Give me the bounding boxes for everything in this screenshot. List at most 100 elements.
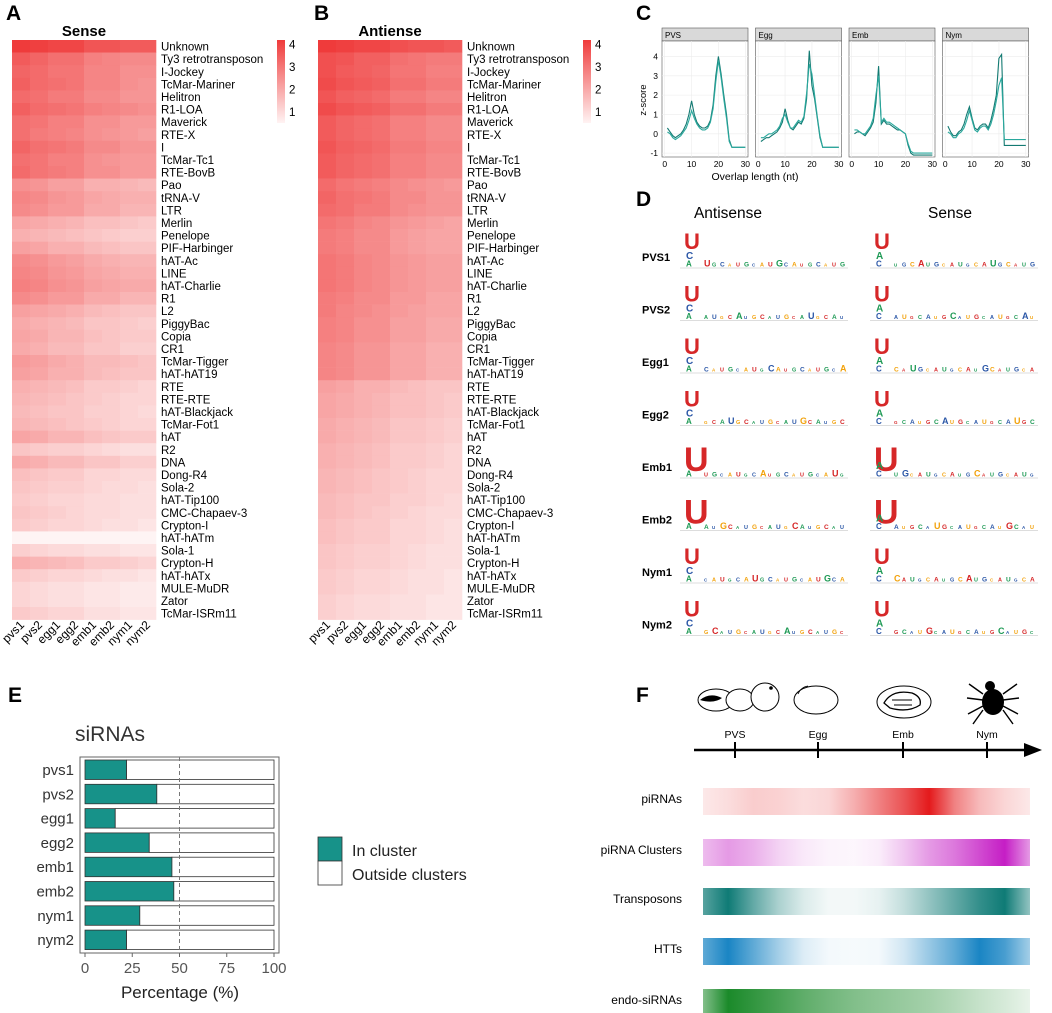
logo-letter: C [958, 368, 962, 374]
egg-icon [793, 685, 839, 715]
logo-letter: G [768, 419, 773, 426]
logo-letter: G [1022, 420, 1026, 426]
logo-letter: G [808, 263, 812, 269]
logo-column-header: Sense [928, 205, 972, 222]
heat-cell [12, 355, 31, 368]
te-label: RTE-RTE [161, 394, 211, 406]
logo-letter: U [926, 263, 930, 269]
heat-cell [426, 317, 445, 331]
heat-cell [444, 329, 463, 343]
logo-letter: A [934, 577, 939, 584]
heat-cell [84, 103, 103, 116]
stage-label: Emb [892, 729, 914, 741]
logo-letter: C [736, 578, 740, 584]
heat-cell [444, 103, 463, 116]
heat-cell [12, 40, 31, 53]
bar-outside-clusters [126, 929, 275, 950]
heat-cell [138, 405, 157, 419]
heat-cell [318, 556, 337, 570]
heat-cell [66, 153, 85, 167]
heat-cell [120, 518, 139, 532]
logo-letter: C [768, 577, 773, 584]
heat-cell [372, 367, 391, 381]
heat-cell [444, 229, 463, 242]
heat-cell [84, 342, 103, 356]
heat-cell [390, 581, 409, 595]
logo-letter: U [808, 525, 811, 530]
nymph-icon [985, 681, 995, 691]
heat-cell [444, 569, 463, 583]
heat-cell [48, 455, 67, 469]
heat-cell [12, 581, 31, 595]
heat-cell [318, 103, 337, 116]
heat-cell [120, 581, 139, 595]
facet-label: Egg [759, 31, 773, 40]
heat-cell [30, 531, 49, 545]
heat-cell [138, 581, 157, 595]
heat-cell [336, 556, 355, 570]
heat-cell [354, 367, 373, 381]
logo-letter: U [1006, 577, 1011, 584]
panel-letter-c: C [636, 2, 651, 25]
bar-outside-clusters [114, 808, 275, 829]
heat-cell [12, 229, 31, 242]
logo-letter: C [728, 524, 733, 531]
heat-cell [48, 418, 67, 431]
track-gradient-bar [703, 888, 1030, 915]
te-label: CMC-Chapaev-3 [161, 508, 247, 520]
heat-cell [426, 128, 445, 142]
logo-letter: A [950, 263, 954, 269]
heat-cell [408, 355, 427, 368]
heat-cell [102, 153, 121, 167]
te-label: Sola-1 [161, 546, 194, 558]
timeline-arrowhead [1024, 743, 1042, 757]
heat-cell [30, 166, 49, 179]
logo-row-label: Nym2 [642, 620, 672, 632]
logo-letter: A [918, 473, 922, 479]
heat-cell [102, 342, 121, 356]
heat-cell [120, 317, 139, 331]
heat-cell [408, 279, 427, 293]
heat-cell [12, 569, 31, 583]
heat-cell [138, 279, 157, 293]
heat-cell [48, 342, 67, 356]
heat-cell [12, 367, 31, 381]
heat-cell [120, 544, 139, 557]
te-label: L2 [467, 306, 480, 318]
heat-cell [372, 569, 391, 583]
heat-cell [30, 380, 49, 394]
logo-letter: G [1022, 629, 1027, 636]
logo-letter: U [704, 473, 708, 479]
heat-cell [30, 40, 49, 53]
facet-frame [848, 40, 936, 158]
heat-cell [138, 203, 157, 217]
heat-cell [354, 203, 373, 217]
heat-cell [318, 355, 337, 368]
logo-letter: U [942, 578, 945, 583]
heat-cell [138, 65, 157, 79]
heat-cell [84, 392, 103, 406]
logo-letter: G [910, 525, 914, 531]
heat-cell [84, 178, 103, 192]
logo-letter: C [1030, 630, 1034, 635]
te-label: TcMar-Tc1 [467, 155, 520, 167]
logo-letter: U [998, 314, 1003, 321]
track-gradient-bar [703, 938, 1030, 965]
te-label: LTR [467, 205, 488, 217]
heat-cell [318, 569, 337, 583]
heat-cell [48, 468, 67, 482]
logo-letter: A [1022, 311, 1029, 321]
category-label: pvs1 [42, 762, 74, 779]
logo-letter: G [704, 420, 708, 425]
heat-cell [372, 153, 391, 167]
legend-tick: 4 [289, 39, 296, 51]
heat-cell [66, 569, 85, 583]
heat-cell [390, 518, 409, 532]
logo-letter: G [966, 263, 970, 268]
heat-cell [408, 481, 427, 494]
logo-letter: A [824, 263, 828, 268]
heat-cell [84, 90, 103, 104]
facet-label: Emb [852, 31, 869, 40]
heat-cell [30, 216, 49, 230]
heat-cell [336, 229, 355, 242]
